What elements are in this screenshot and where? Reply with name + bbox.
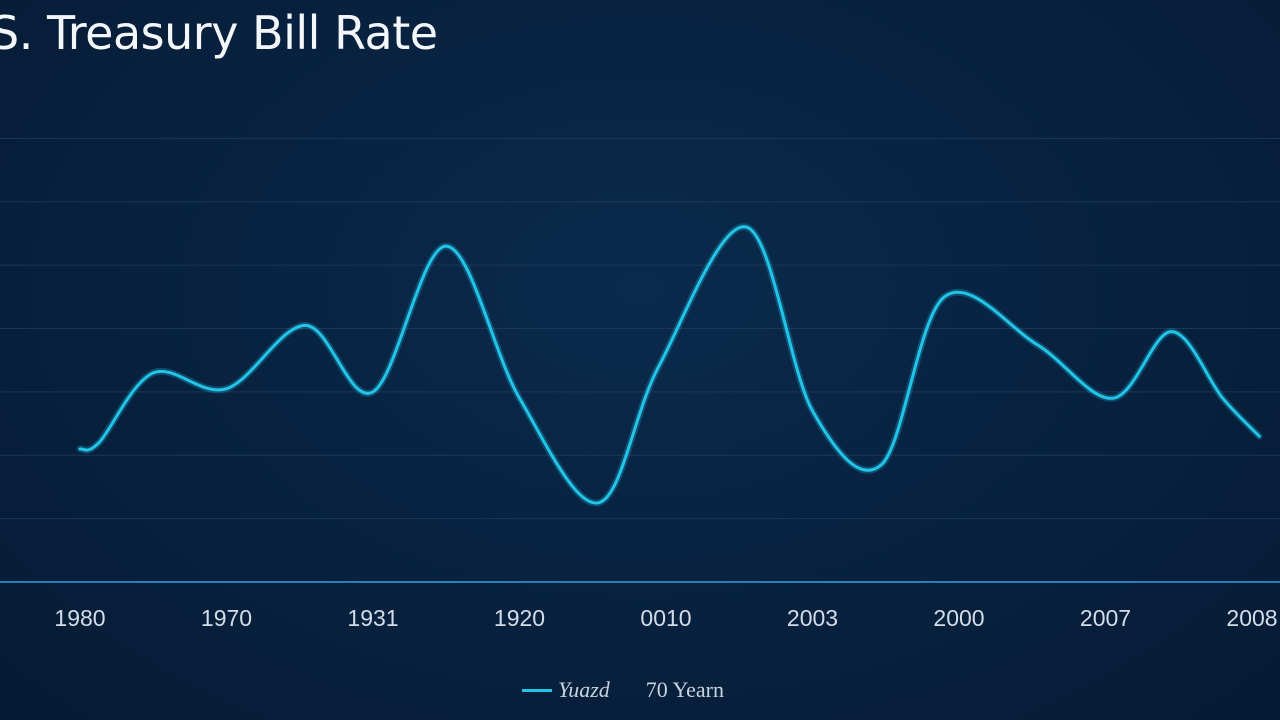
legend-series-label: Yuazd xyxy=(558,677,610,702)
x-tick-label: 2003 xyxy=(787,605,838,631)
x-tick-label: 2008 xyxy=(1226,605,1277,631)
x-tick-label: 1920 xyxy=(494,605,545,631)
legend-line-swatch xyxy=(522,688,552,692)
legend-extra-label: 70 Yearn xyxy=(645,677,725,702)
x-tick-label: 1931 xyxy=(347,605,398,631)
x-tick-label: 1970 xyxy=(201,605,252,631)
series-line xyxy=(78,225,1261,505)
grid-lines xyxy=(0,137,1280,520)
x-tick-label: 2000 xyxy=(933,605,984,631)
legend: Yuazd 70 Yearn xyxy=(522,676,724,704)
chart-title: S. Treasury Bill Rate xyxy=(0,6,438,60)
x-tick-label: 0010 xyxy=(640,605,691,631)
x-tick-label: 2007 xyxy=(1080,605,1131,631)
x-tick-label: 1980 xyxy=(54,605,105,631)
series-layer xyxy=(76,223,1263,507)
x-tick-labels: 1980 1970 1931 1920 0010 2003 2000 2007 2008 xyxy=(54,605,1277,631)
